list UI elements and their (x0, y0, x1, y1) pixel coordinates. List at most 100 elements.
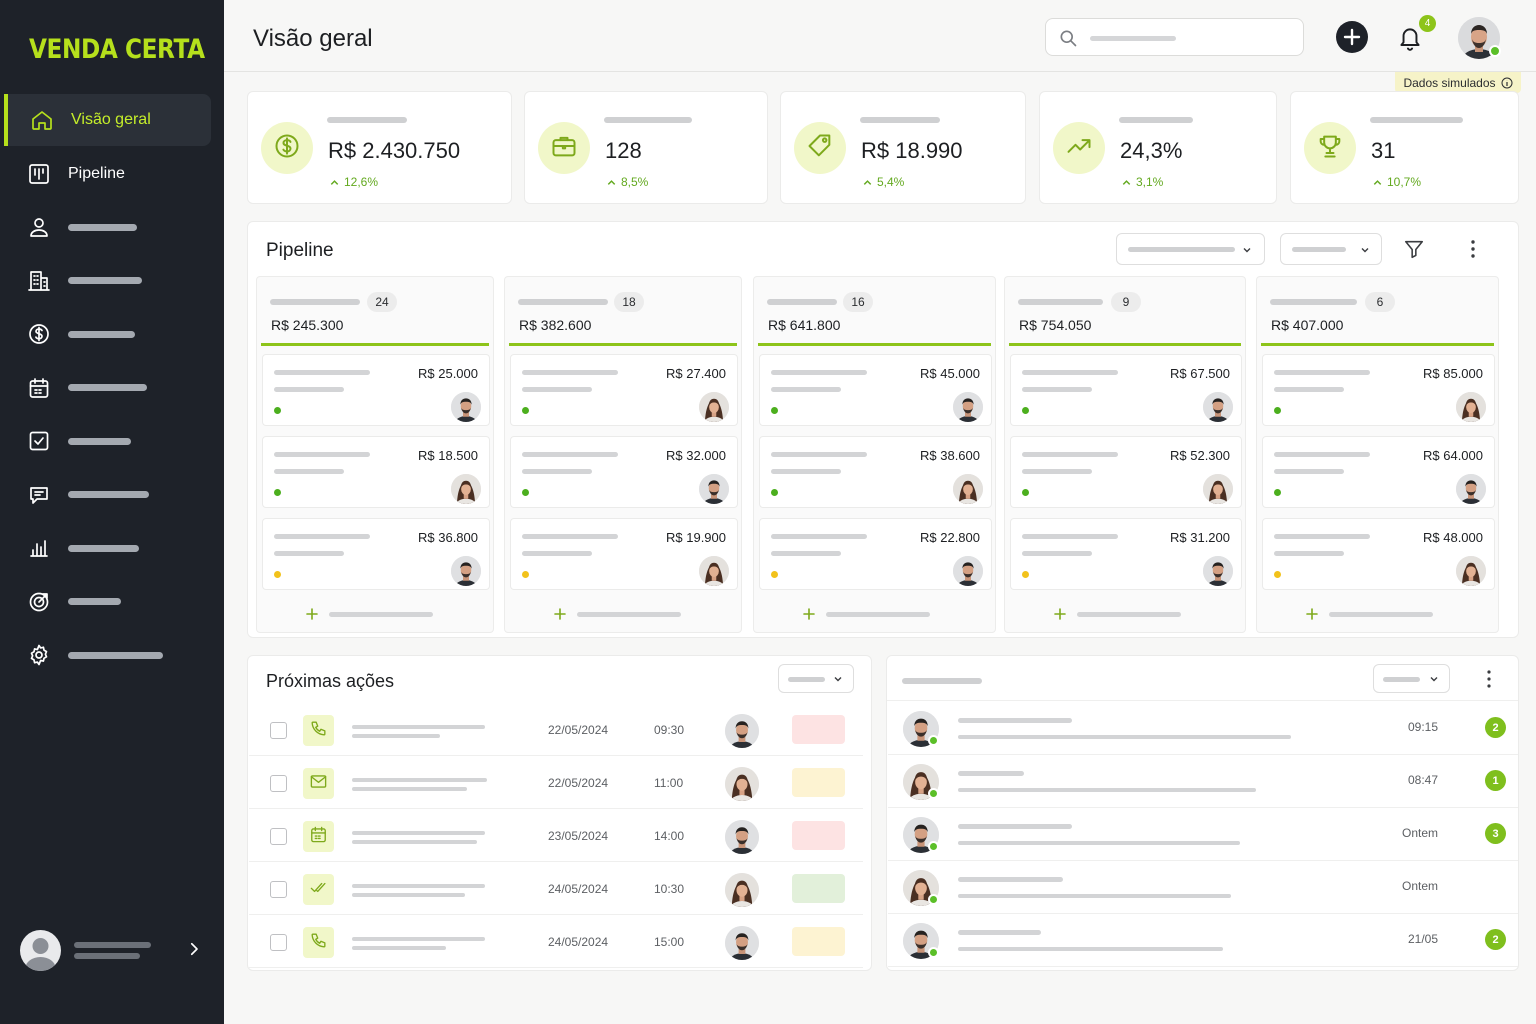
stage-name-placeholder (767, 299, 837, 305)
deal-card[interactable]: R$ 45.000 (759, 354, 992, 426)
deal-card[interactable]: R$ 48.000 (1262, 518, 1495, 590)
app-logo[interactable]: VENDA CERTA (29, 34, 205, 65)
action-checkbox[interactable] (270, 881, 287, 898)
kpi-card[interactable]: R$ 2.430.750 12,6% (247, 91, 512, 204)
sidebar-item-building[interactable] (0, 255, 212, 307)
stage-total-value: R$ 245.300 (271, 317, 344, 333)
message-row[interactable]: Ontem 3 (888, 808, 1518, 861)
message-row[interactable]: Ontem (888, 861, 1518, 914)
deal-card[interactable]: R$ 32.000 (510, 436, 738, 508)
contact-avatar[interactable] (903, 764, 939, 800)
action-time: 10:30 (654, 882, 685, 896)
deal-card[interactable]: R$ 85.000 (1262, 354, 1495, 426)
action-checkbox[interactable] (270, 828, 287, 845)
kpi-card[interactable]: 24,3% 3,1% (1039, 91, 1277, 204)
deal-owner-avatar[interactable] (1203, 556, 1233, 586)
action-owner-avatar[interactable] (725, 767, 759, 801)
action-owner-avatar[interactable] (725, 873, 759, 907)
deal-card[interactable]: R$ 19.900 (510, 518, 738, 590)
deal-card[interactable]: R$ 38.600 (759, 436, 992, 508)
deal-owner-avatar[interactable] (1456, 392, 1486, 422)
deal-subtitle-placeholder (1022, 551, 1092, 556)
deal-owner-avatar[interactable] (699, 392, 729, 422)
deal-card[interactable]: R$ 25.000 (262, 354, 490, 426)
deal-card[interactable]: R$ 67.500 (1010, 354, 1242, 426)
message-row[interactable]: 08:47 1 (888, 755, 1518, 808)
kpi-card[interactable]: 31 10,7% (1290, 91, 1519, 204)
deal-card[interactable]: R$ 27.400 (510, 354, 738, 426)
search-icon (1060, 30, 1077, 47)
deal-card[interactable]: R$ 18.500 (262, 436, 490, 508)
deal-owner-avatar[interactable] (953, 392, 983, 422)
sidebar-item-dollar[interactable] (0, 308, 212, 360)
deal-owner-avatar[interactable] (1456, 474, 1486, 504)
deal-status-dot (274, 407, 281, 414)
sidebar-item-home[interactable]: Visão geral (4, 94, 211, 146)
add-button[interactable] (1336, 21, 1368, 53)
nav-label-placeholder (68, 491, 149, 498)
pipeline-filter-dropdown-2[interactable] (1280, 233, 1382, 265)
simulated-data-badge[interactable]: Dados simulados (1395, 72, 1521, 93)
add-deal-button[interactable] (802, 607, 930, 621)
stage-total-value: R$ 407.000 (1271, 317, 1344, 333)
deal-subtitle-placeholder (1022, 469, 1092, 474)
deal-owner-avatar[interactable] (451, 556, 481, 586)
sidebar-item-checkbox[interactable] (0, 415, 212, 467)
chevron-right-icon[interactable] (185, 940, 203, 958)
action-checkbox[interactable] (270, 775, 287, 792)
sidebar-item-bar-chart[interactable] (0, 522, 212, 574)
action-row[interactable]: 24/05/2024 15:00 (249, 915, 863, 968)
action-checkbox[interactable] (270, 934, 287, 951)
more-vertical-icon[interactable] (1463, 238, 1483, 260)
sidebar-item-calendar[interactable] (0, 362, 212, 414)
sidebar-item-user[interactable] (0, 201, 212, 253)
kpi-card[interactable]: R$ 18.990 5,4% (780, 91, 1026, 204)
deal-owner-avatar[interactable] (1203, 474, 1233, 504)
action-row[interactable]: 22/05/2024 09:30 (249, 703, 863, 756)
action-checkbox[interactable] (270, 722, 287, 739)
deal-card[interactable]: R$ 31.200 (1010, 518, 1242, 590)
deal-owner-avatar[interactable] (1456, 556, 1486, 586)
action-owner-avatar[interactable] (725, 926, 759, 960)
add-deal-button[interactable] (305, 607, 433, 621)
deal-owner-avatar[interactable] (953, 474, 983, 504)
user-menu[interactable] (20, 929, 210, 971)
deal-owner-avatar[interactable] (451, 474, 481, 504)
action-row[interactable]: 23/05/2024 14:00 (249, 809, 863, 862)
deal-owner-avatar[interactable] (699, 474, 729, 504)
kpi-card[interactable]: 128 8,5% (524, 91, 768, 204)
add-deal-button[interactable] (1305, 607, 1433, 621)
message-row[interactable]: 09:15 2 (888, 702, 1518, 755)
action-row[interactable]: 24/05/2024 10:30 (249, 862, 863, 915)
sidebar-item-gear[interactable] (0, 629, 212, 681)
deal-owner-avatar[interactable] (699, 556, 729, 586)
deal-card[interactable]: R$ 22.800 (759, 518, 992, 590)
deal-owner-avatar[interactable] (953, 556, 983, 586)
sidebar-item-chat[interactable] (0, 469, 212, 521)
messages-filter-dropdown[interactable] (1373, 664, 1450, 693)
sidebar-item-kanban[interactable]: Pipeline (0, 148, 212, 200)
more-vertical-icon[interactable] (1479, 668, 1499, 690)
add-deal-button[interactable] (1053, 607, 1181, 621)
action-row[interactable]: 22/05/2024 11:00 (249, 756, 863, 809)
kanban-icon (27, 162, 51, 186)
deal-card[interactable]: R$ 52.300 (1010, 436, 1242, 508)
contact-avatar[interactable] (903, 711, 939, 747)
search-input[interactable] (1045, 18, 1304, 56)
add-deal-button[interactable] (553, 607, 681, 621)
deal-card[interactable]: R$ 64.000 (1262, 436, 1495, 508)
deal-subtitle-placeholder (274, 551, 344, 556)
action-owner-avatar[interactable] (725, 714, 759, 748)
bell-icon[interactable] (1397, 24, 1423, 52)
deal-owner-avatar[interactable] (451, 392, 481, 422)
deal-amount: R$ 18.500 (418, 448, 478, 463)
deal-card[interactable]: R$ 36.800 (262, 518, 490, 590)
pipeline-filter-dropdown-1[interactable] (1116, 233, 1265, 265)
actions-filter-dropdown[interactable] (778, 664, 854, 693)
message-row[interactable]: 21/05 2 (888, 914, 1518, 967)
sidebar-item-target[interactable] (0, 576, 212, 628)
filter-icon[interactable] (1403, 238, 1425, 260)
contact-avatar[interactable] (903, 817, 939, 853)
deal-owner-avatar[interactable] (1203, 392, 1233, 422)
action-owner-avatar[interactable] (725, 820, 759, 854)
